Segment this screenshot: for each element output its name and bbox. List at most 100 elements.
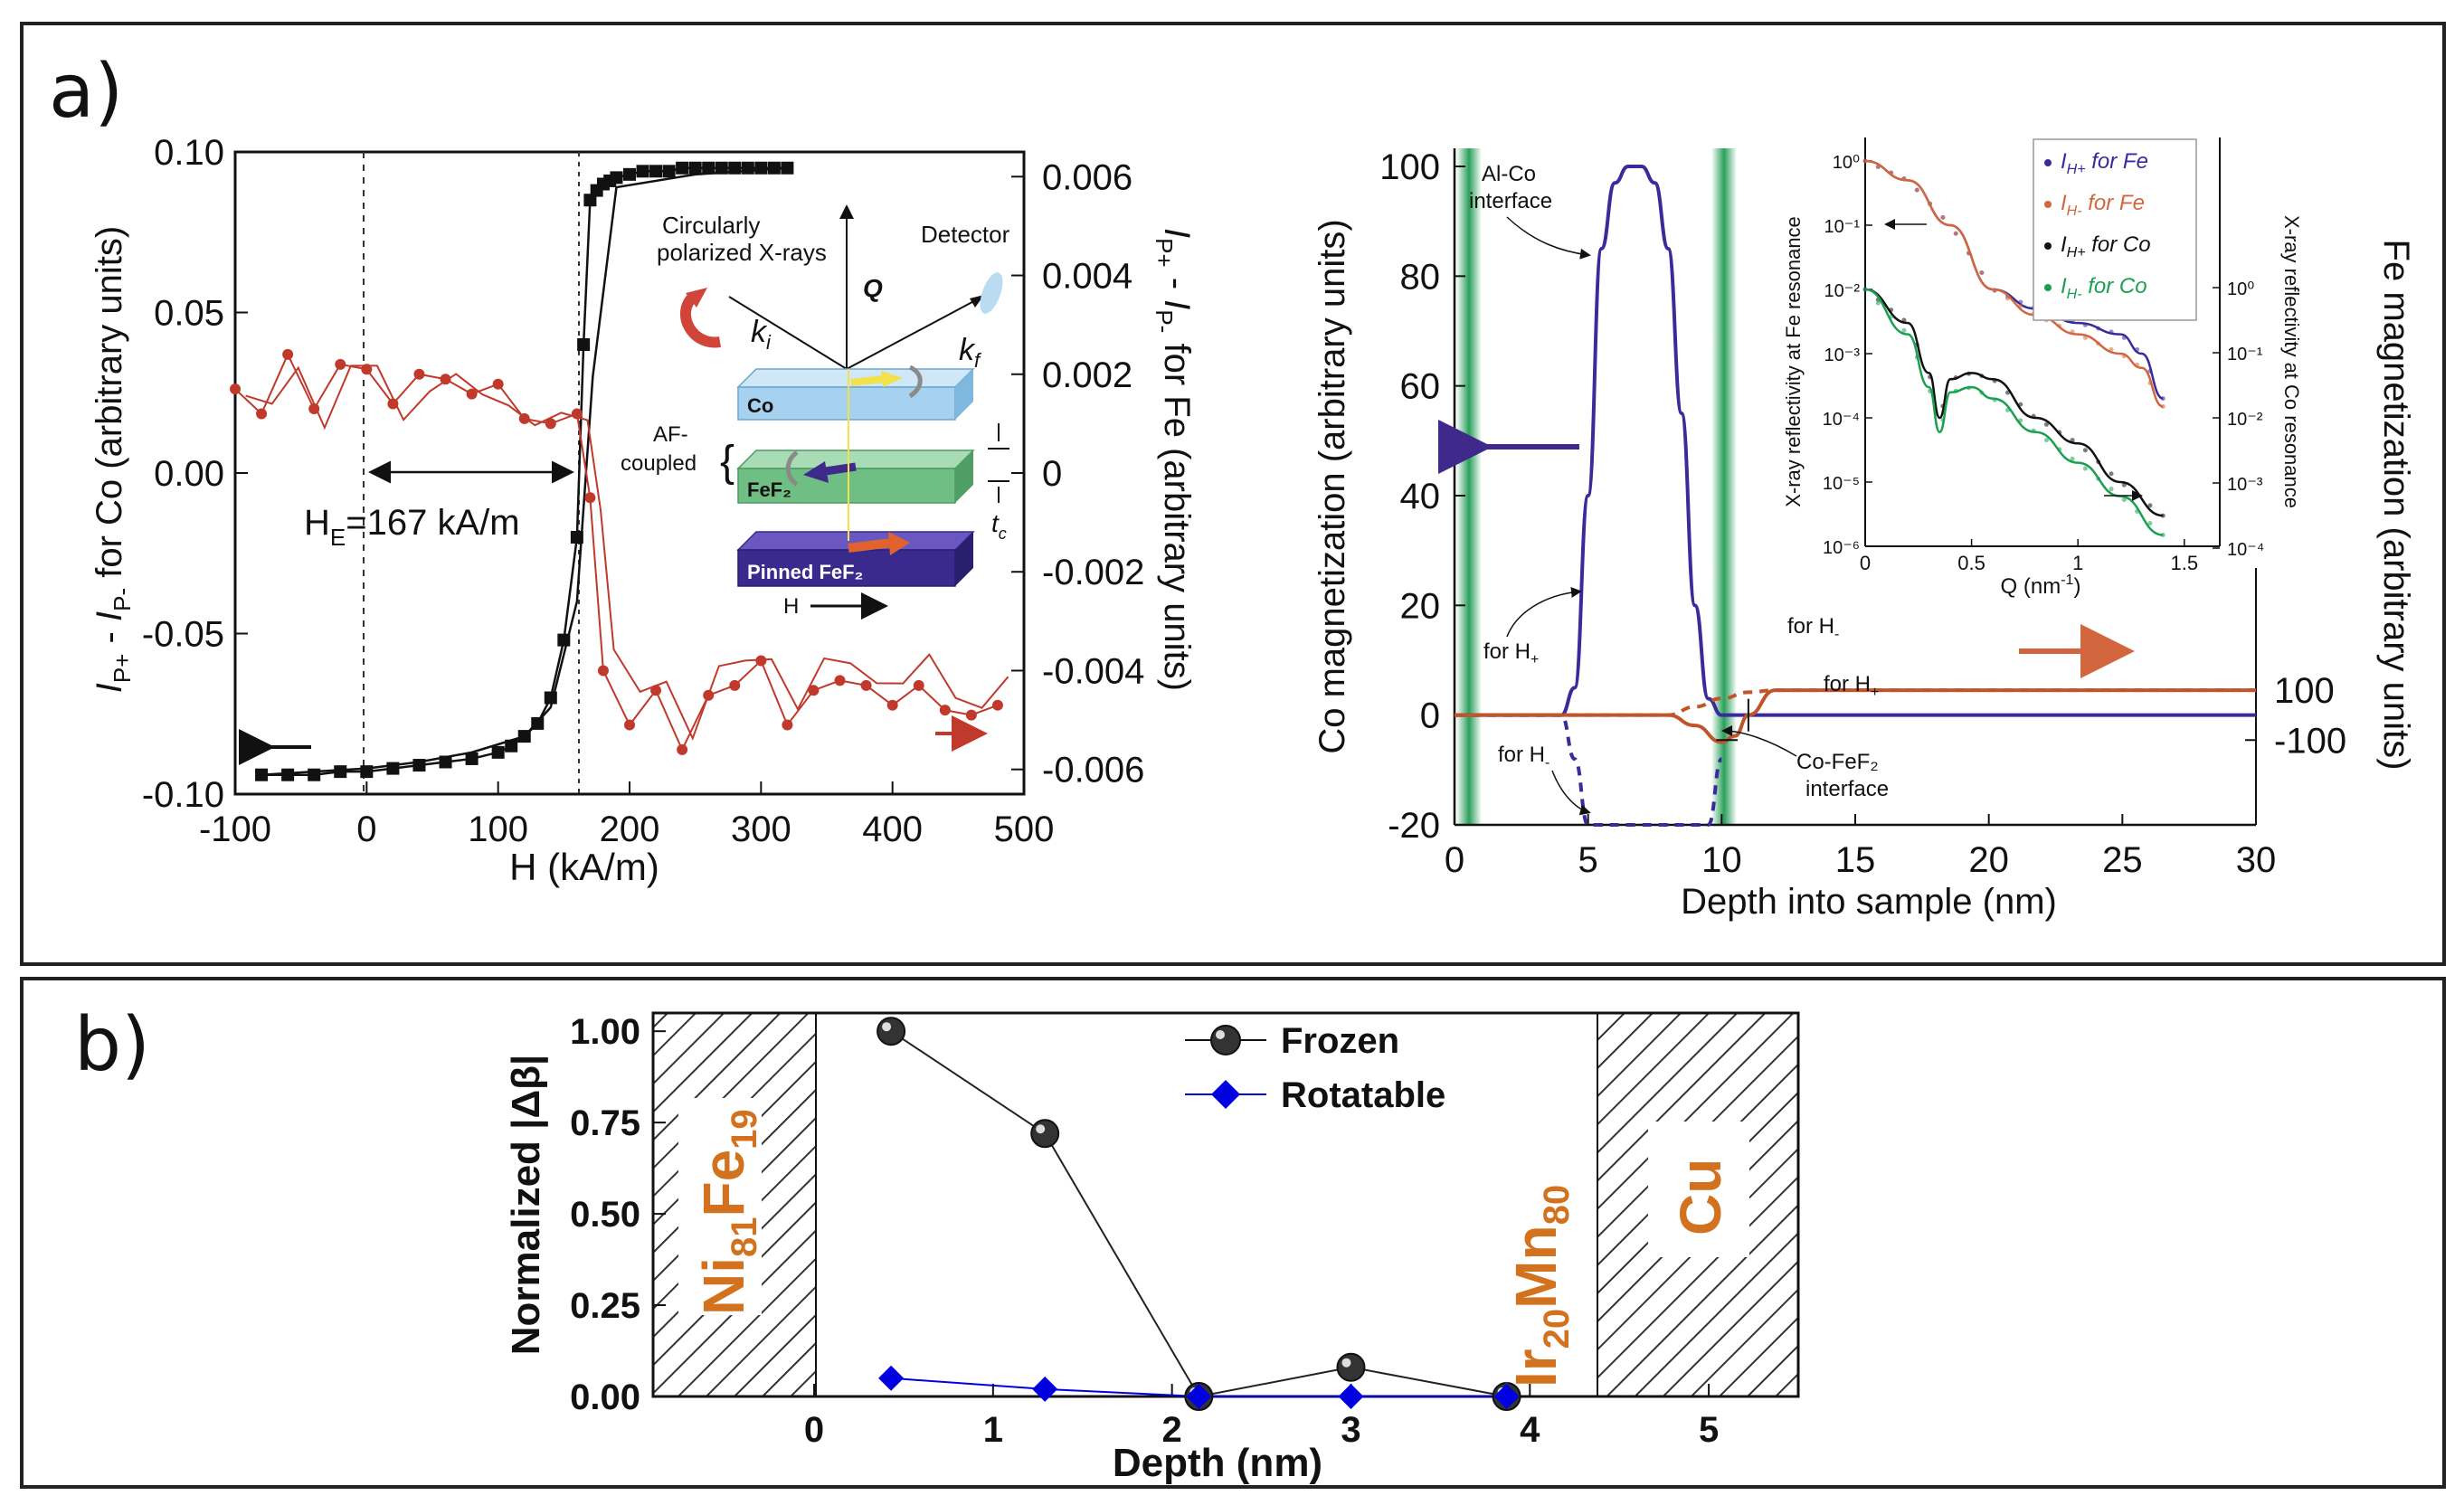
b-x-tick-label: 2 [1162,1410,1182,1450]
hyst-right-ticks: 0.006 0.004 0.002 0 -0.002 -0.004 -0.006 [1011,157,1144,790]
inset-point [1889,314,1894,319]
depth-left-tick-label: 60 [1400,367,1441,407]
co-fef2-label-2: interface [1805,777,1889,801]
inset-point [2082,335,2088,340]
co-point [676,161,689,175]
hyst-series [230,161,1009,781]
inset-point [2004,408,2010,413]
fe-point [965,709,977,721]
af-label-2: coupled [621,451,697,476]
b-y-tick-label: 0.50 [570,1195,640,1235]
cu-label: Cu [1668,1159,1733,1235]
hyst-x-tick-label: -100 [199,809,271,849]
inset-point [1953,388,1958,393]
inset-left-tick-label: 10⁻⁴ [1823,410,1860,430]
hyst-x-tick-label: 400 [862,809,923,849]
inset-point [2109,487,2114,492]
hyst-left-tick-label: -0.05 [142,615,224,655]
inset-point [2135,362,2140,367]
al-co-label-2: interface [1469,189,1552,213]
inset-ticks: 0 0.5 1 1.5 10⁰ 10⁻¹ 10⁻² 10⁻³ 10⁻⁴ 10⁻⁵ 10⁻⁶ 10⁰ 10… [1823,153,2265,574]
inset-ylabel-left: X-ray reflectivity at Fe resonance [1782,216,1805,507]
fe-point [782,719,793,731]
detector-label: Detector [921,221,1010,248]
fe-point [492,378,504,390]
ki-label: ki [751,315,772,354]
fe-point [387,398,399,410]
inset-point [2096,459,2101,465]
af-label-1: AF- [653,422,688,447]
inset-legend-items: IH+ for Fe IH- for Fe IH+ for Co IH- for Co [2044,149,2151,302]
inset-left-tick-label: 10⁻² [1824,281,1861,301]
hyst-right-tick-label: 0.006 [1042,157,1132,197]
inset-x-tick-label: 0 [1860,552,1871,574]
b-x-tick-label: 4 [1520,1410,1540,1450]
fe-point [729,679,741,691]
inset-point [2031,428,2036,433]
fe-point [584,492,596,504]
hyst-right-tick-label: -0.002 [1042,553,1144,592]
fe-point [256,408,268,420]
irmn-label: Ir20Mn80 [1503,1185,1577,1387]
depth-left-tick-label: 0 [1420,696,1440,736]
depth-x-tick-label: 25 [2102,840,2143,880]
inset-point [1992,397,1997,402]
inset-legend-marker [2044,201,2052,208]
fe-line-2 [245,364,1009,741]
co-point [610,171,623,185]
inset-point [1901,176,1907,182]
inset-point [1901,176,1907,182]
inset-point [1979,270,1985,275]
inset-point [1979,270,1985,275]
b-legend: Frozen Rotatable [1185,1021,1445,1115]
depth-x-tick-label: 5 [1578,840,1598,880]
inset-point [1914,187,1919,193]
depth-x-tick-label: 30 [2236,840,2277,880]
inset-point [1940,403,1946,409]
inset-legend-marker [2044,242,2052,250]
inset-left-tick-label: 10⁻³ [1824,345,1861,365]
inset-point [2109,346,2114,352]
inset-point [2031,311,2036,317]
inset-point [1953,374,1958,380]
reflectivity-inset: 0 0.5 1 1.5 10⁰ 10⁻¹ 10⁻² 10⁻³ 10⁻⁴ 10⁻⁵ 10⁻⁶ 10⁰ 10… [1782,137,2303,599]
inset-point [2160,396,2165,402]
inset-point [1889,170,1894,175]
inset-point [2147,503,2153,508]
hyst-ylabel-right: IP+ - IP- for Fe (arbitrary units) [1151,228,1197,691]
for-hplus-fe-label: for H+ [1824,672,1879,700]
fe-point [755,655,767,667]
inset-point [2096,341,2101,346]
inset-point [2147,520,2153,525]
inset-point [1875,297,1881,302]
frozen-point [1336,1352,1366,1382]
fe-point [834,675,846,686]
fe-point [597,665,609,677]
inset-legend [2033,138,2197,321]
inset-point [2160,403,2165,409]
inset-point [1979,374,1985,379]
fe-point [466,388,478,400]
inset-point [2057,314,2062,319]
fef2-layer-label: FeF₂ [747,478,791,501]
inset-point [2082,448,2088,453]
panel-a-label: a) [49,49,124,135]
rotatable-point [1493,1384,1520,1409]
inset-point [1966,251,1972,256]
ki-vector [728,296,848,370]
inset-left-tick-label: 10⁰ [1833,153,1860,173]
inset-point [1889,308,1894,313]
inset-point [2096,326,2101,331]
depth-series-3 [1455,688,2256,717]
inset-legend-label: IH+ for Co [2061,232,2151,260]
kf-vector [846,296,983,370]
inset-point [2121,335,2127,340]
rotatable-point [1032,1376,1058,1402]
fe-point [571,408,583,420]
depth-ylabel-right: Fe magnetization (arbitrary units) [2376,240,2416,771]
inset-point [2018,299,2023,305]
inset-series [1862,158,2165,537]
co-point [465,752,479,765]
fe-point [518,412,530,424]
rotatable-point [1338,1384,1364,1409]
